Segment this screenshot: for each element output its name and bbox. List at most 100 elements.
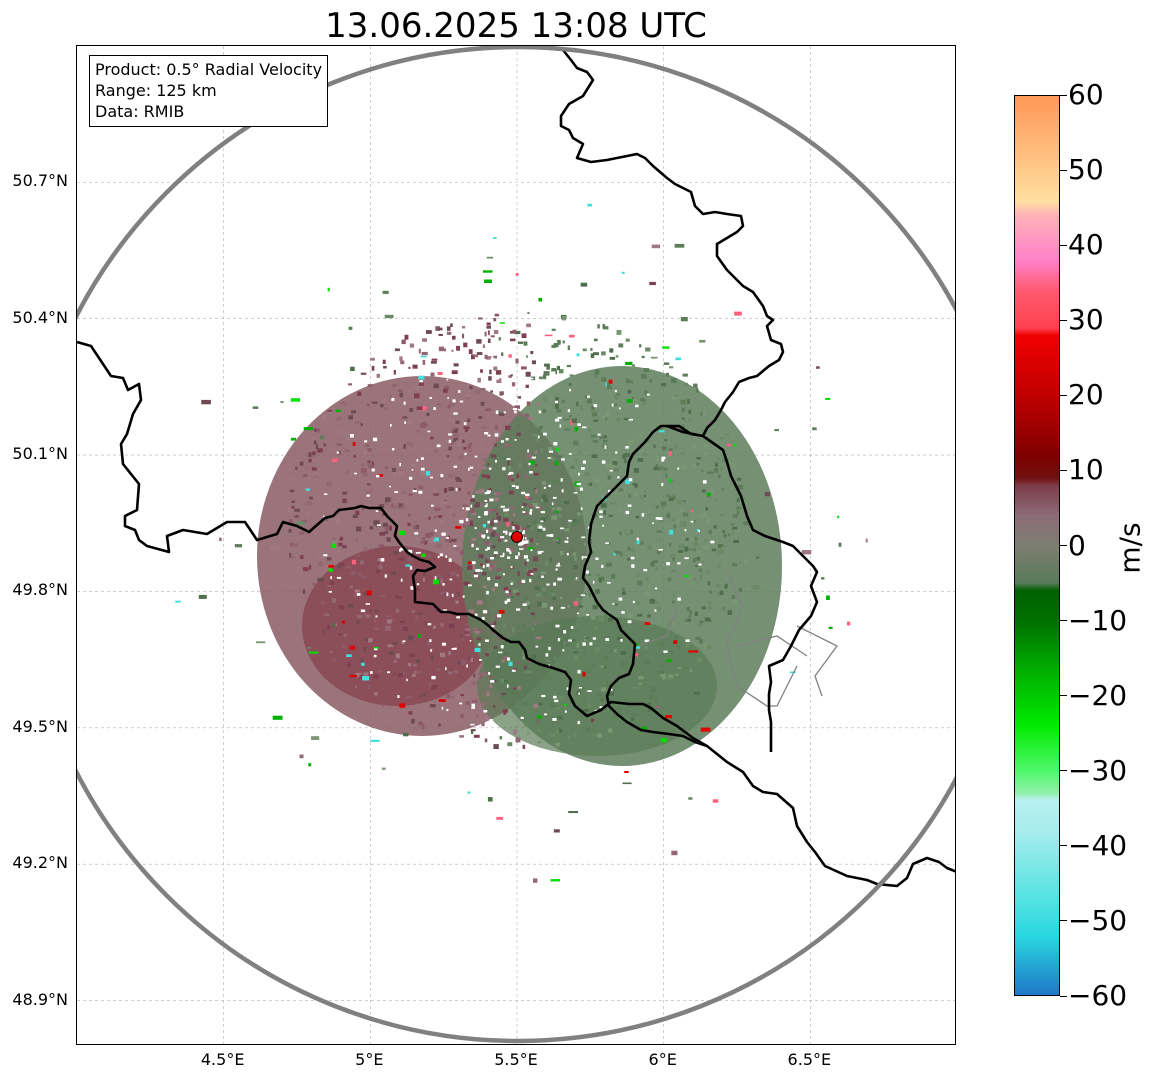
echo-pixel [493, 318, 497, 322]
nodata-pixel [555, 624, 560, 628]
colorbar-tick-mark [1060, 995, 1067, 997]
nodata-pixel [615, 451, 618, 454]
nodata-pixel [474, 613, 478, 617]
echo-pixel [620, 553, 623, 557]
nodata-pixel [630, 556, 635, 560]
nodata-pixel [570, 626, 574, 629]
colorbar-tick-label: 50 [1068, 153, 1104, 187]
echo-pixel [355, 538, 358, 542]
echo-pixel [655, 505, 659, 509]
echo-pixel [616, 550, 622, 555]
echo-pixel [347, 603, 354, 608]
echo-pixel [405, 500, 409, 503]
echo-pixel [486, 322, 491, 326]
echo-pixel [521, 366, 527, 370]
echo-pixel [651, 244, 661, 249]
echo-pixel [671, 478, 674, 482]
echo-pixel [627, 613, 633, 618]
nodata-pixel [580, 594, 586, 596]
nodata-pixel [522, 603, 527, 606]
echo-pixel [751, 585, 760, 590]
echo-pixel [365, 490, 370, 496]
echo-pixel [527, 497, 533, 500]
echo-pixel [601, 415, 606, 420]
nodata-pixel [560, 606, 565, 609]
echo-pixel [743, 558, 748, 562]
echo-pixel [607, 382, 611, 387]
echo-pixel [533, 472, 539, 476]
nodata-pixel [557, 562, 560, 565]
echo-pixel [482, 270, 493, 273]
echo-pixel [429, 532, 434, 537]
nodata-pixel [652, 522, 654, 525]
echo-pixel [649, 281, 656, 286]
nodata-pixel [545, 653, 549, 657]
echo-pixel [667, 677, 674, 680]
nodata-pixel [411, 469, 414, 471]
echo-pixel [405, 564, 411, 567]
echo-pixel [701, 606, 706, 610]
echo-pixel [615, 406, 621, 410]
echo-pixel [444, 593, 447, 596]
echo-pixel [731, 530, 735, 535]
echo-pixel [424, 621, 428, 626]
nodata-pixel [472, 495, 475, 498]
echo-pixel [412, 673, 416, 678]
nodata-pixel [553, 582, 557, 586]
colorbar-tick-mark [1060, 845, 1067, 847]
echo-pixel [590, 409, 595, 414]
echo-pixel [374, 692, 378, 696]
echo-pixel [366, 403, 370, 407]
echo-pixel [518, 462, 523, 468]
echo-pixel [471, 538, 476, 542]
echo-pixel [632, 483, 638, 488]
echo-pixel [572, 651, 579, 654]
info-data-source: Data: RMIB [95, 102, 185, 121]
echo-pixel [350, 571, 356, 576]
echo-pixel [493, 620, 497, 626]
echo-pixel [625, 361, 633, 366]
echo-pixel [635, 600, 641, 606]
echo-pixel [415, 537, 420, 541]
echo-pixel [517, 685, 521, 691]
nodata-pixel [484, 499, 488, 502]
nodata-pixel [601, 564, 604, 568]
echo-pixel [582, 348, 587, 352]
nodata-pixel [373, 437, 378, 442]
nodata-pixel [420, 467, 425, 471]
nodata-pixel [684, 529, 687, 532]
echo-pixel [593, 374, 598, 379]
echo-pixel [556, 539, 561, 544]
echo-pixel [544, 363, 550, 367]
echo-pixel [699, 574, 703, 580]
echo-pixel [450, 323, 453, 328]
echo-pixel [484, 541, 490, 545]
echo-pixel [478, 317, 483, 320]
echo-pixel [629, 380, 633, 384]
echo-pixel [487, 797, 493, 802]
echo-pixel [395, 608, 400, 613]
echo-pixel [468, 609, 475, 614]
echo-pixel [638, 541, 644, 545]
echo-pixel [478, 502, 483, 507]
echo-pixel [665, 372, 670, 377]
echo-pixel [627, 389, 632, 394]
echo-pixel [399, 621, 405, 624]
echo-pixel [486, 325, 491, 329]
nodata-pixel [677, 597, 681, 601]
echo-pixel [682, 500, 686, 503]
echo-pixel [511, 521, 514, 526]
echo-pixel [367, 462, 373, 465]
echo-pixel [667, 623, 672, 626]
echo-pixel [363, 647, 366, 652]
echo-pixel [516, 432, 521, 436]
echo-pixel [581, 699, 586, 704]
echo-pixel [234, 544, 243, 548]
nodata-pixel [546, 583, 550, 586]
echo-pixel [491, 545, 496, 549]
echo-pixel [341, 620, 346, 624]
nodata-pixel [510, 582, 513, 585]
echo-pixel [535, 464, 538, 467]
echo-pixel [444, 348, 446, 352]
nodata-pixel [578, 692, 580, 695]
